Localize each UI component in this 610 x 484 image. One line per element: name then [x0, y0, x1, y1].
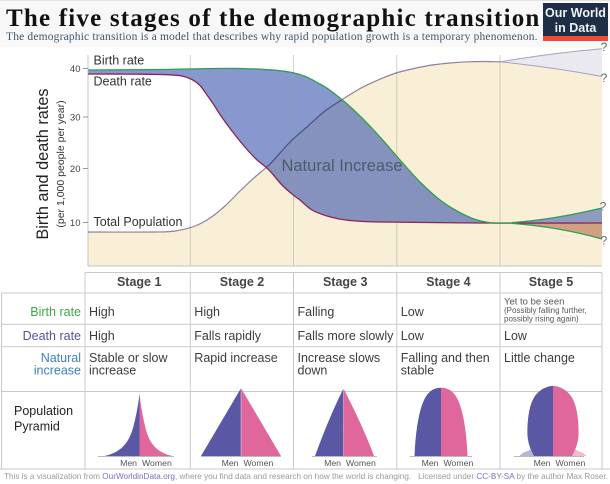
svg-text:Men: Men: [324, 458, 341, 468]
svg-text:High: High: [89, 329, 115, 343]
svg-text:Men: Men: [222, 458, 239, 468]
svg-text:Yet to be seen: Yet to be seen: [504, 297, 564, 308]
svg-text:High: High: [89, 305, 115, 319]
svg-text:Stage 4: Stage 4: [426, 275, 471, 289]
svg-text:Stage 3: Stage 3: [323, 275, 368, 289]
svg-text:Falls rapidly: Falls rapidly: [194, 329, 261, 343]
svg-text:possibly rising again): possibly rising again): [504, 315, 579, 324]
svg-text:Birth and death rates: Birth and death rates: [34, 88, 52, 239]
svg-text:Natural Increase: Natural Increase: [281, 157, 402, 175]
svg-text:Falling and then: Falling and then: [401, 351, 490, 365]
svg-text:Men: Men: [534, 458, 551, 468]
svg-text:Increase slows: Increase slows: [298, 351, 381, 365]
svg-text:increase: increase: [34, 364, 81, 378]
svg-text:Rapid increase: Rapid increase: [194, 351, 277, 365]
svg-text:Licensed under CC-BY-SA by the: Licensed under CC-BY-SA by the author Ma…: [418, 472, 608, 481]
svg-text:Total Population: Total Population: [94, 215, 183, 229]
svg-text:Population: Population: [14, 404, 73, 418]
svg-text:Women: Women: [444, 458, 474, 468]
svg-text:Little change: Little change: [504, 351, 575, 365]
svg-text:Falling: Falling: [298, 305, 335, 319]
svg-text:Stage 2: Stage 2: [220, 275, 265, 289]
svg-text:Women: Women: [556, 458, 586, 468]
svg-text:(per 1,000 people per year): (per 1,000 people per year): [55, 100, 67, 227]
svg-text:Men: Men: [422, 458, 439, 468]
svg-text:High: High: [194, 305, 220, 319]
svg-text:Falls more slowly: Falls more slowly: [298, 329, 395, 343]
svg-text:20: 20: [70, 164, 81, 175]
svg-text:10: 10: [70, 218, 81, 229]
svg-text:(Possibly falling further,: (Possibly falling further,: [504, 306, 587, 315]
svg-text:Birth rate: Birth rate: [30, 305, 81, 319]
svg-text:Women: Women: [346, 458, 376, 468]
svg-text:Women: Women: [142, 458, 172, 468]
svg-text:Death rate: Death rate: [94, 75, 152, 89]
svg-text:Birth rate: Birth rate: [94, 54, 145, 68]
svg-text:increase: increase: [89, 364, 136, 378]
svg-text:Low: Low: [401, 305, 425, 319]
svg-text:Low: Low: [504, 329, 528, 343]
svg-text:?: ?: [601, 234, 608, 248]
svg-text:?: ?: [600, 200, 607, 214]
svg-text:Men: Men: [120, 458, 137, 468]
svg-text:Stage 1: Stage 1: [117, 275, 162, 289]
svg-text:Pyramid: Pyramid: [14, 420, 60, 434]
svg-text:?: ?: [601, 40, 608, 54]
svg-text:30: 30: [70, 113, 81, 124]
svg-text:Stable or slow: Stable or slow: [89, 351, 168, 365]
svg-text:40: 40: [70, 64, 81, 75]
svg-text:Women: Women: [244, 458, 274, 468]
svg-text:?: ?: [601, 71, 608, 85]
svg-text:stable: stable: [401, 364, 434, 378]
svg-text:Stage 5: Stage 5: [529, 275, 574, 289]
svg-text:This is a visualization from O: This is a visualization from OurWorldinD…: [4, 472, 411, 481]
svg-text:Low: Low: [401, 329, 425, 343]
svg-text:Natural: Natural: [41, 351, 81, 365]
svg-text:down: down: [298, 364, 328, 378]
svg-text:Death rate: Death rate: [23, 329, 81, 343]
